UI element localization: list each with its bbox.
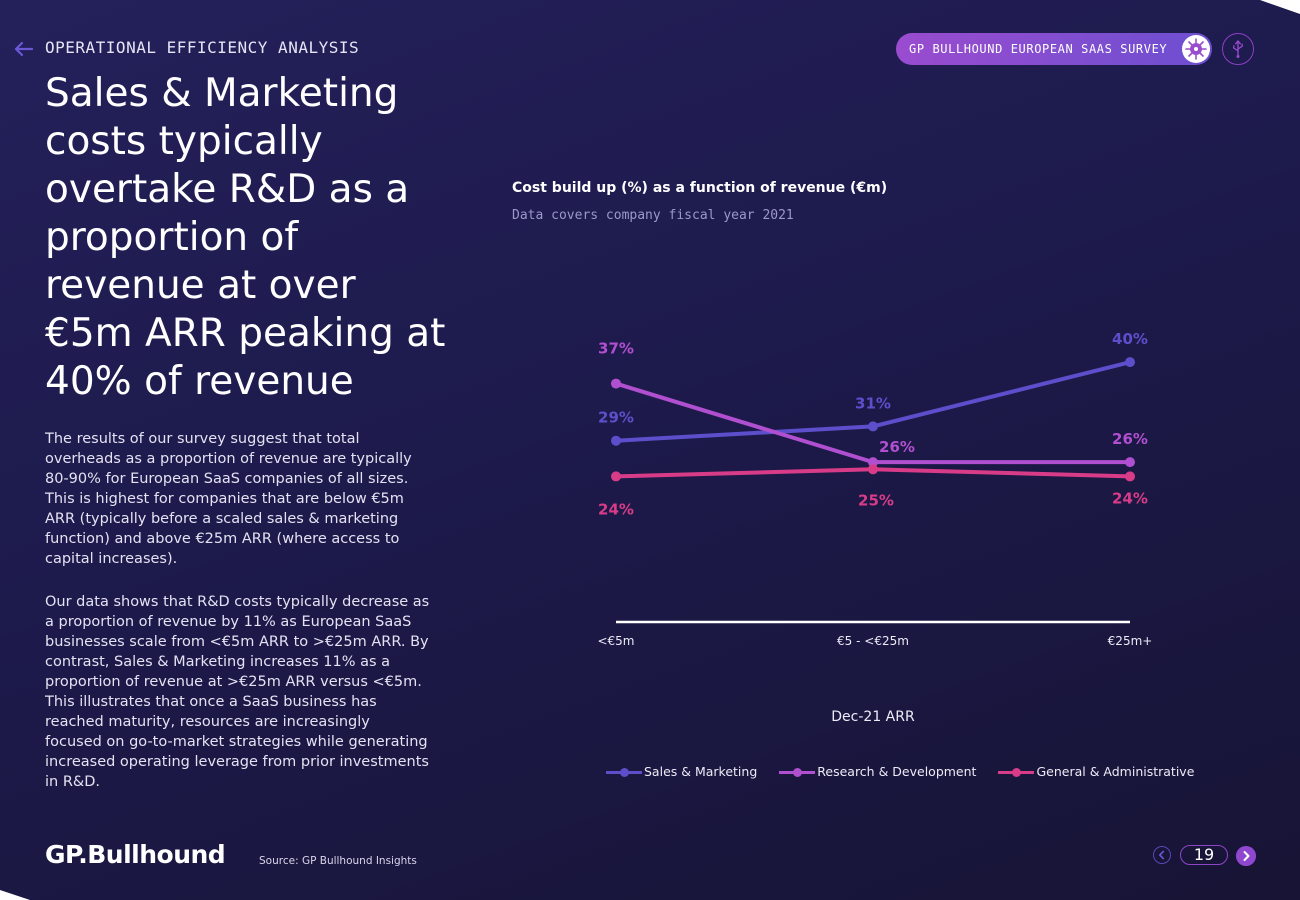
section-label: OPERATIONAL EFFICIENCY ANALYSIS xyxy=(45,38,360,57)
chevron-right-icon[interactable] xyxy=(1236,846,1256,866)
chart-legend: Sales & Marketing Research & Development… xyxy=(606,764,1216,779)
chevron-left-icon[interactable] xyxy=(1153,846,1171,864)
data-point-sales-marketing xyxy=(1125,357,1135,368)
data-point-research-development xyxy=(611,378,621,389)
data-point-general-administrative xyxy=(1125,471,1135,482)
virus-icon xyxy=(1182,35,1210,63)
data-label-general-administrative: 25% xyxy=(858,491,894,509)
legend-label: General & Administrative xyxy=(1036,764,1195,779)
line-chart: <€5m €5 - <€25m €25m+ Dec-21 ARR 29% 31% 40%… xyxy=(597,330,1153,725)
data-label-general-administrative: 24% xyxy=(598,500,634,518)
arrow-left-icon[interactable] xyxy=(12,38,34,60)
source-note: Source: GP Bullhound Insights xyxy=(259,855,417,867)
chart-subtitle: Data covers company fiscal year 2021 xyxy=(512,208,794,223)
data-point-research-development xyxy=(1125,457,1135,468)
data-point-general-administrative xyxy=(611,471,621,482)
body-paragraph: The results of our survey suggest that t… xyxy=(45,431,412,567)
body-paragraph: Our data shows that R&D costs typically … xyxy=(45,594,430,790)
legend-item-general-administrative: General & Administrative xyxy=(998,764,1194,779)
page-number: 19 xyxy=(1180,845,1228,865)
page-corner-bottom-left xyxy=(0,890,30,900)
data-point-sales-marketing xyxy=(868,421,878,432)
legend-item-sales-marketing: Sales & Marketing xyxy=(606,764,757,779)
x-tick-label: <€5m xyxy=(597,634,634,648)
page-corner-top-right xyxy=(1260,0,1300,14)
survey-button[interactable]: GP BULLHOUND EUROPEAN SAAS SURVEY xyxy=(896,33,1212,65)
legend-label: Research & Development xyxy=(817,764,977,779)
data-point-research-development xyxy=(868,457,878,468)
data-label-sales-marketing: 29% xyxy=(598,409,634,427)
data-label-sales-marketing: 40% xyxy=(1112,330,1148,348)
x-tick-label: €25m+ xyxy=(1108,634,1153,648)
data-label-research-development: 26% xyxy=(1112,430,1148,448)
chart-title: Cost build up (%) as a function of reven… xyxy=(512,180,888,196)
data-label-general-administrative: 24% xyxy=(1112,489,1148,507)
data-label-research-development: 26% xyxy=(879,438,915,456)
data-label-research-development: 37% xyxy=(598,340,634,358)
x-tick-label: €5 - <€25m xyxy=(837,634,909,648)
data-label-sales-marketing: 31% xyxy=(855,394,891,412)
x-axis-label: Dec-21 ARR xyxy=(831,709,915,725)
data-point-general-administrative xyxy=(868,464,878,475)
gp-bullhound-logo: GP.Bullhound xyxy=(45,840,226,869)
data-point-sales-marketing xyxy=(611,435,621,446)
survey-label: GP BULLHOUND EUROPEAN SAAS SURVEY xyxy=(909,42,1168,56)
legend-label: Sales & Marketing xyxy=(644,764,758,779)
page-title: Sales & Marketing costs typically overta… xyxy=(45,71,446,404)
usb-icon[interactable] xyxy=(1222,33,1254,65)
legend-item-research-development: Research & Development xyxy=(779,764,976,779)
